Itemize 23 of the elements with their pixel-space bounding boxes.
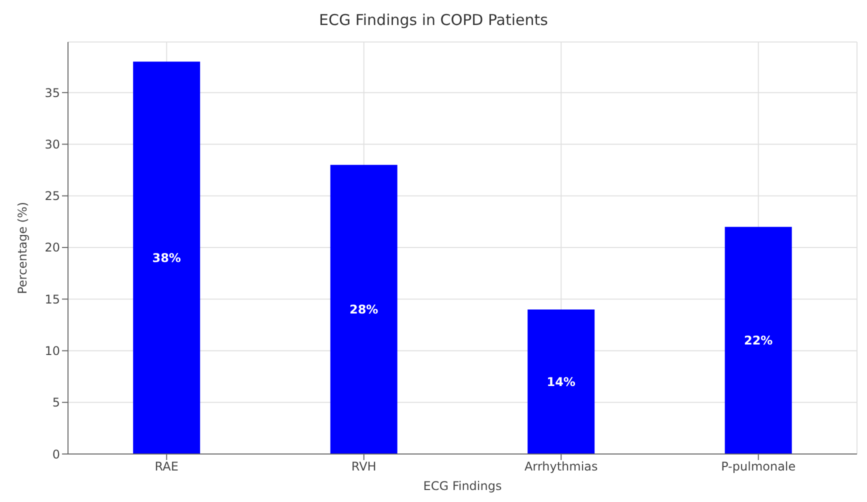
y-tick-label: 0 [52, 447, 60, 462]
data-label: 14% [546, 374, 576, 389]
bar [330, 164, 398, 454]
y-tick-label: 10 [44, 344, 60, 358]
bar [724, 226, 792, 454]
chart-title: ECG Findings in COPD Patients [318, 10, 549, 31]
x-tick-label: RAE [154, 460, 178, 474]
y-tick-label: 20 [44, 240, 60, 255]
data-label: 38% [152, 251, 181, 266]
bar [528, 309, 595, 454]
x-tick-label: RVH [351, 460, 376, 474]
y-tick-label: 30 [44, 137, 60, 152]
y-tick-label: 35 [44, 86, 60, 100]
bar [133, 62, 200, 454]
x-tick-label: P-pulmonale [721, 460, 796, 474]
y-tick-label: 5 [52, 396, 60, 410]
data-label: 22% [744, 334, 773, 348]
y-tick-label: 25 [44, 189, 60, 204]
x-axis-title: ECG Findings [423, 479, 502, 493]
y-axis-title: Percentage (%) [15, 202, 30, 294]
x-tick-label: Arrhythmias [524, 460, 598, 474]
y-tick-label: 15 [44, 292, 60, 306]
data-label: 28% [349, 302, 378, 317]
